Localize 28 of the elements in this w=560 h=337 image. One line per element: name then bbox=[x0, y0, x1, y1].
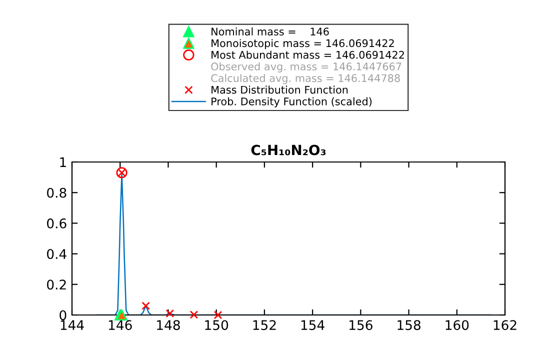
y-tick-label: 0.4 bbox=[47, 249, 66, 259]
x-tick-label: 162 bbox=[494, 320, 516, 330]
x-tick-label: 152 bbox=[253, 320, 276, 330]
legend-label: Monoisotopic mass = 146.0691422 bbox=[212, 39, 394, 50]
x-tick-label: 158 bbox=[398, 320, 420, 330]
y-tick-label: 0 bbox=[60, 310, 66, 320]
legend-label: Mass Distribution Function bbox=[212, 86, 348, 94]
x-tick-label: 160 bbox=[446, 320, 469, 330]
x-tick-label: 148 bbox=[157, 320, 180, 330]
x-tick-label: 156 bbox=[350, 320, 372, 330]
x-tick-label: 154 bbox=[301, 320, 324, 330]
legend-label: Observed avg. mass = 146.1447667 bbox=[211, 62, 402, 72]
y-tick-label: 1 bbox=[60, 157, 66, 168]
x-tick-label: 150 bbox=[205, 320, 228, 330]
legend-label: Most Abundant mass = 146.0691422 bbox=[212, 50, 404, 59]
y-tick-label: 0.8 bbox=[47, 188, 66, 198]
y-tick-label: 0.2 bbox=[47, 280, 66, 290]
chart-title: C₅H₁₀N₂O₃ bbox=[251, 144, 326, 156]
y-tick-label: 0.6 bbox=[47, 218, 66, 228]
point bbox=[190, 310, 198, 319]
legend-label: Nominal mass = 146 bbox=[212, 27, 329, 36]
x-tick-label: 144 bbox=[60, 320, 84, 330]
legend-label: Calculated avg. mass = 146.144788 bbox=[211, 74, 400, 84]
point bbox=[214, 310, 222, 320]
legend-label: Prob. Density Function (scaled) bbox=[212, 97, 372, 108]
point bbox=[166, 309, 174, 318]
point bbox=[142, 302, 150, 310]
x-tick-label: 146 bbox=[108, 320, 132, 330]
